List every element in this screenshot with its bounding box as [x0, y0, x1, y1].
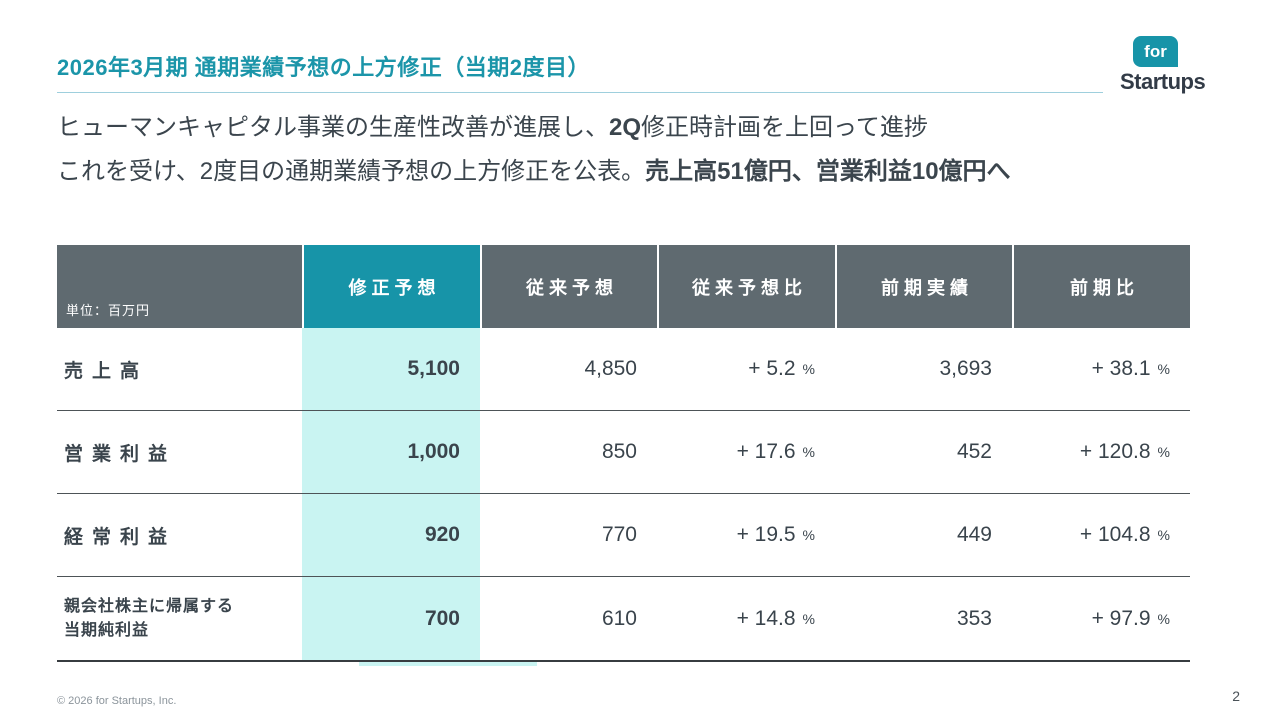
copyright-notice: © 2026 for Startups, Inc. [57, 695, 177, 707]
logo-for-badge: for [1133, 36, 1178, 67]
cell-conventional: 770 [480, 494, 657, 577]
forecast-table: 単位：百万円 修正予想 従来予想 従来予想比 前期実績 前期比 売上高 5,10… [57, 245, 1190, 662]
lead-segment: 修正時計画を上回って進捗 [641, 114, 928, 141]
row-label-operating-profit: 営業利益 [57, 411, 302, 494]
lead-segment-bold: 売上高51億円、営業利益10億円へ [645, 158, 1011, 185]
lead-segment: ヒューマンキャピタル事業の生産性改善が進展し、 [57, 114, 609, 141]
cell-prior-actual: 3,693 [835, 328, 1012, 411]
table-header-unit-cell: 単位：百万円 [57, 245, 302, 328]
cell-vs-prior: + 97.9% [1012, 577, 1190, 662]
column-header-vs-prior-year: 前期比 [1012, 245, 1190, 328]
lead-segment: これを受け、2度目の通期業績予想の上方修正を公表。 [57, 158, 646, 185]
percent-sign: % [802, 527, 815, 543]
cell-revised: 1,000 [302, 411, 480, 494]
percent-sign: % [802, 361, 815, 377]
cell-vs-conventional: + 17.6% [657, 411, 835, 494]
percent-sign: % [1157, 444, 1170, 460]
percent-sign: % [802, 610, 815, 627]
lead-line-1: ヒューマンキャピタル事業の生産性改善が進展し、2Q修正時計画を上回って進捗 [57, 106, 1177, 150]
title-divider [57, 92, 1103, 93]
page-title: 2026年3月期 通期業績予想の上方修正（当期2度目） [57, 55, 591, 80]
cell-conventional: 850 [480, 411, 657, 494]
unit-label: 単位：百万円 [66, 303, 151, 318]
cell-conventional: 610 [480, 577, 657, 662]
cell-vs-prior: + 104.8% [1012, 494, 1190, 577]
cell-revised: 920 [302, 494, 480, 577]
percent-sign: % [1157, 610, 1170, 627]
column-header-revised-forecast: 修正予想 [302, 245, 480, 328]
cell-vs-conventional: + 19.5% [657, 494, 835, 577]
cell-prior-actual: 452 [835, 411, 1012, 494]
percent-sign: % [1157, 361, 1170, 377]
cell-vs-prior: + 120.8% [1012, 411, 1190, 494]
lead-line-2: これを受け、2度目の通期業績予想の上方修正を公表。売上高51億円、営業利益10億… [57, 150, 1177, 194]
highlight-column-tab [359, 662, 537, 666]
logo-company-name: Startups [1120, 69, 1206, 94]
row-label-net-profit-attributable: 親会社株主に帰属する 当期純利益 [57, 577, 302, 662]
cell-vs-conventional: + 5.2% [657, 328, 835, 411]
row-label-ordinary-profit: 経常利益 [57, 494, 302, 577]
column-header-prior-year-actual: 前期実績 [835, 245, 1012, 328]
row-label-net-sales: 売上高 [57, 328, 302, 411]
logo-mark-text: for [1144, 41, 1167, 61]
lead-message: ヒューマンキャピタル事業の生産性改善が進展し、2Q修正時計画を上回って進捗 これ… [57, 106, 1177, 194]
page-number: 2 [1232, 688, 1240, 704]
company-logo: for Startups [1120, 36, 1235, 95]
cell-vs-conventional: + 14.8% [657, 577, 835, 662]
lead-segment-bold: 2Q [609, 114, 642, 141]
column-header-previous-forecast: 従来予想 [480, 245, 657, 328]
cell-vs-prior: + 38.1% [1012, 328, 1190, 411]
cell-prior-actual: 449 [835, 494, 1012, 577]
column-header-vs-previous-forecast: 従来予想比 [657, 245, 835, 328]
percent-sign: % [1157, 527, 1170, 543]
cell-revised: 700 [302, 577, 480, 662]
cell-prior-actual: 353 [835, 577, 1012, 662]
cell-conventional: 4,850 [480, 328, 657, 411]
cell-revised: 5,100 [302, 328, 480, 411]
percent-sign: % [802, 444, 815, 460]
